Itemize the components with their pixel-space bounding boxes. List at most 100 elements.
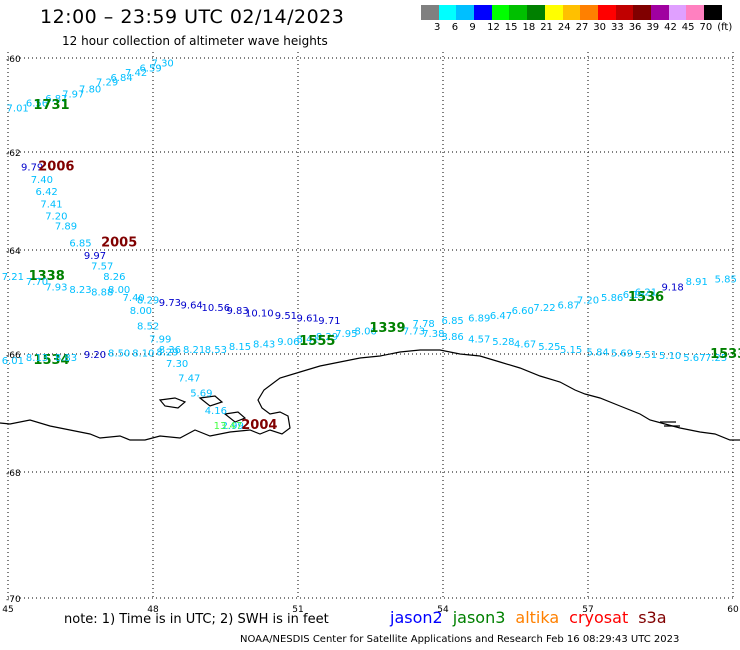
wave-height-label: 9.71 [318, 316, 340, 327]
wave-height-label: 9.61 [297, 314, 319, 325]
wave-height-label: 7.29 [96, 78, 118, 89]
wave-height-label: 7.57 [91, 262, 113, 273]
satellite-legend-cryosat: cryosat [569, 608, 629, 627]
wave-height-label: 9.79 [21, 163, 43, 174]
lon-label: 57 [582, 605, 593, 615]
wave-height-label: 7.97 [62, 89, 84, 100]
lat-label: -62 [6, 149, 21, 159]
wave-height-label: 7.41 [40, 199, 62, 210]
color-scale-label: 9 [469, 22, 476, 33]
wave-height-label: 5.15 [560, 345, 582, 356]
time-label: 1533 [710, 347, 740, 362]
lat-label: -66 [6, 351, 21, 361]
color-scale-label: 21 [540, 22, 553, 33]
color-swatch [668, 5, 687, 20]
wave-height-label: 7.40 [123, 293, 145, 304]
color-swatch [633, 5, 651, 20]
lon-label: 51 [292, 605, 303, 615]
wave-height-label: 8.00 [108, 285, 130, 296]
wave-height-label: 6.59 [139, 63, 161, 74]
satellite-legend: jason2 jason3 altika cryosat s3a [390, 608, 677, 627]
lat-label: -70 [6, 595, 21, 605]
wave-height-label: 8.88 [91, 288, 113, 299]
wave-height-label: 7.30 [166, 359, 188, 370]
color-swatch [456, 5, 475, 20]
color-swatch [527, 5, 545, 20]
satellite-legend-s3a: s3a [638, 608, 667, 627]
wave-height-label: 7.47 [178, 374, 200, 385]
wave-height-label: 2.99 [222, 421, 244, 432]
color-scale-label: 3 [434, 22, 441, 33]
wave-height-label: 8.83 [55, 353, 77, 364]
wave-height-label: 8.36 [159, 345, 181, 356]
color-scale-label: 33 [611, 22, 624, 33]
color-scale-label: 42 [664, 22, 677, 33]
wave-height-label: 8.06 [355, 327, 377, 338]
lon-label: 60 [727, 605, 739, 615]
wave-height-label: 8.29 [316, 332, 338, 343]
color-swatch [544, 5, 563, 20]
wave-height-label: 10.10 [245, 308, 274, 319]
wave-height-label: 6.13 [623, 290, 645, 301]
wave-height-label: 5.10 [659, 351, 681, 362]
time-label: 1555 [299, 334, 335, 349]
color-scale-label: 30 [593, 22, 607, 33]
color-swatch [562, 5, 581, 20]
wave-height-label: 7.99 [149, 334, 171, 345]
lon-label: 45 [2, 605, 13, 615]
wave-height-label: 5.69 [190, 388, 212, 399]
color-swatch [615, 5, 634, 20]
wave-height-label: 8.52 [137, 321, 159, 332]
time-label: 2005 [101, 236, 137, 251]
wave-height-label: 7.20 [45, 212, 67, 223]
satellite-legend-jason3: jason3 [452, 608, 506, 627]
footer-credits: NOAA/NESDIS Center for Satellite Applica… [240, 634, 680, 645]
wave-height-labels: 7.306.597.426.847.297.807.976.876.567.01… [2, 59, 740, 433]
wave-height-label: 7.22 [533, 303, 555, 314]
color-scale-label: (ft) [717, 22, 733, 33]
wave-height-label: 8.91 [686, 277, 708, 288]
wave-height-label: 6.84 [110, 73, 132, 84]
color-swatch [704, 5, 722, 20]
color-scale-label: 15 [504, 22, 518, 33]
footer-note: note: 1) Time is in UTC; 2) SWH is in fe… [64, 612, 329, 627]
color-scale-label: 12 [487, 22, 500, 33]
wave-height-label: 7.42 [125, 68, 147, 79]
color-swatch [597, 5, 616, 20]
wave-height-label: 7.78 [413, 319, 435, 330]
lon-label: 54 [437, 605, 449, 615]
wave-height-label: 5.85 [715, 275, 737, 286]
wave-height-label: 9.18 [661, 282, 683, 293]
wave-height-label: 6.21 [635, 288, 657, 299]
wave-height-label: 3.86 [442, 332, 464, 343]
wave-height-label: 6.89 [468, 314, 490, 325]
wave-height-label: 9.64 [181, 301, 203, 312]
color-swatch [686, 5, 704, 20]
color-scale-label: 18 [522, 22, 536, 33]
wave-height-label: 4.67 [514, 340, 536, 351]
wave-height-label: 5.69 [611, 348, 633, 359]
wave-height-label: 7.21 [2, 272, 24, 283]
wave-height-label: 6.85 [69, 239, 91, 250]
color-swatch [438, 5, 457, 20]
wave-height-label: 8.21 [183, 345, 205, 356]
coastline [0, 349, 740, 441]
page-title: 12:00 – 23:59 UTC 02/14/2023 [40, 6, 345, 28]
wave-height-label: 5.84 [587, 347, 609, 358]
color-swatch [509, 5, 528, 20]
wave-height-label: 9.06 [277, 337, 299, 348]
wave-height-label: 8.29 [137, 295, 159, 306]
wave-height-label: 13.47 [214, 421, 243, 432]
wave-height-label: 9.97 [84, 251, 106, 262]
wave-height-label: 5.51 [635, 350, 657, 361]
color-scale-label: 36 [628, 22, 642, 33]
color-swatch [580, 5, 598, 20]
wave-height-label: 5.67 [683, 353, 705, 364]
wave-height-label: 7.95 [335, 329, 357, 340]
wave-height-label: 7.89 [55, 222, 77, 233]
wave-height-label: 6.47 [490, 311, 512, 322]
wave-height-label: 8.53 [205, 345, 227, 356]
time-label: 1731 [33, 98, 69, 113]
lon-label: 48 [147, 605, 159, 615]
